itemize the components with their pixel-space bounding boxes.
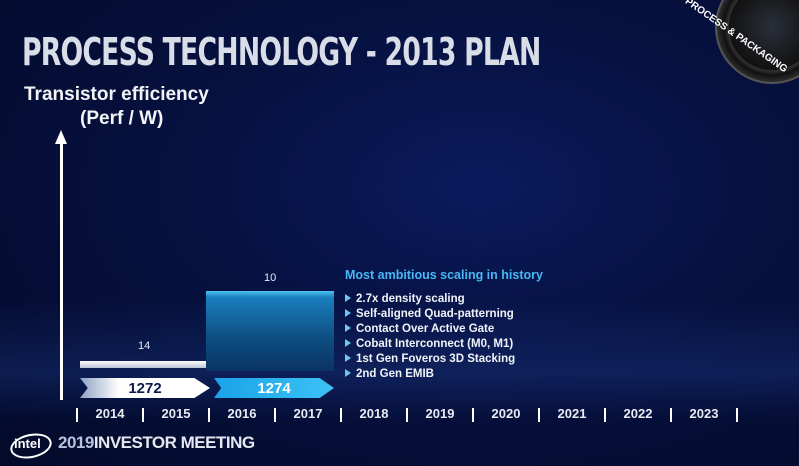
bullet-arrow-icon — [345, 339, 351, 347]
bullet-item: 2.7x density scaling — [345, 292, 515, 307]
timeline-tick — [340, 408, 342, 422]
event-title: INVESTOR MEETING — [93, 433, 255, 452]
timeline-tick — [538, 408, 540, 422]
y-axis-unit: (Perf / W) — [80, 108, 164, 129]
node-14-bar — [80, 361, 206, 368]
slide-title: PROCESS TECHNOLOGY - 2013 PLAN — [22, 30, 541, 74]
year-label: 2019 — [425, 406, 455, 421]
year-label: 2015 — [161, 406, 191, 421]
node-14-label: 14 — [138, 340, 151, 352]
timeline-tick — [736, 408, 738, 422]
bullet-arrow-icon — [345, 309, 351, 317]
y-axis-line — [60, 142, 63, 400]
bullet-arrow-icon — [345, 354, 351, 362]
year-label: 2017 — [293, 406, 323, 421]
timeline-tick — [604, 408, 606, 422]
event-year: 2019 — [58, 433, 94, 452]
year-label: 2020 — [491, 406, 521, 421]
y-axis-arrow-icon — [55, 130, 67, 144]
node-10-bar — [206, 291, 334, 371]
bullet-item: 1st Gen Foveros 3D Stacking — [345, 352, 515, 367]
bullet-arrow-icon — [345, 369, 351, 377]
intel-logo-text: intel — [14, 436, 41, 451]
bullet-arrow-icon — [345, 294, 351, 302]
timeline-tick — [76, 408, 78, 422]
bullet-item: Self-aligned Quad-patterning — [345, 307, 515, 322]
timeline-axis: 2014 2015 2016 2017 2018 2019 2020 2021 … — [76, 406, 738, 422]
bullet-item: Cobalt Interconnect (M0, M1) — [345, 337, 515, 352]
timeline-tick — [406, 408, 408, 422]
process-1272-chevron: 1272 — [80, 378, 210, 398]
bullet-arrow-icon — [345, 324, 351, 332]
year-label: 2023 — [689, 406, 719, 421]
timeline-tick — [274, 408, 276, 422]
event-name: 2019INVESTOR MEETING — [58, 433, 255, 453]
timeline-tick — [208, 408, 210, 422]
timeline-tick — [670, 408, 672, 422]
year-label: 2014 — [95, 406, 125, 421]
callout-bullets: 2.7x density scaling Self-aligned Quad-p… — [345, 292, 515, 382]
y-axis-label: Transistor efficiency — [24, 84, 209, 105]
bullet-item: Contact Over Active Gate — [345, 322, 515, 337]
year-label: 2022 — [623, 406, 653, 421]
year-label: 2021 — [557, 406, 587, 421]
bullet-item: 2nd Gen EMIB — [345, 367, 515, 382]
timeline-tick — [142, 408, 144, 422]
timeline-tick — [472, 408, 474, 422]
year-label: 2018 — [359, 406, 389, 421]
node-10-label: 10 — [264, 272, 277, 284]
background-glow — [0, 300, 799, 420]
process-1274-chevron: 1274 — [214, 378, 334, 398]
process-packaging-badge — [715, 0, 799, 84]
year-label: 2016 — [227, 406, 257, 421]
callout-title: Most ambitious scaling in history — [345, 268, 543, 282]
